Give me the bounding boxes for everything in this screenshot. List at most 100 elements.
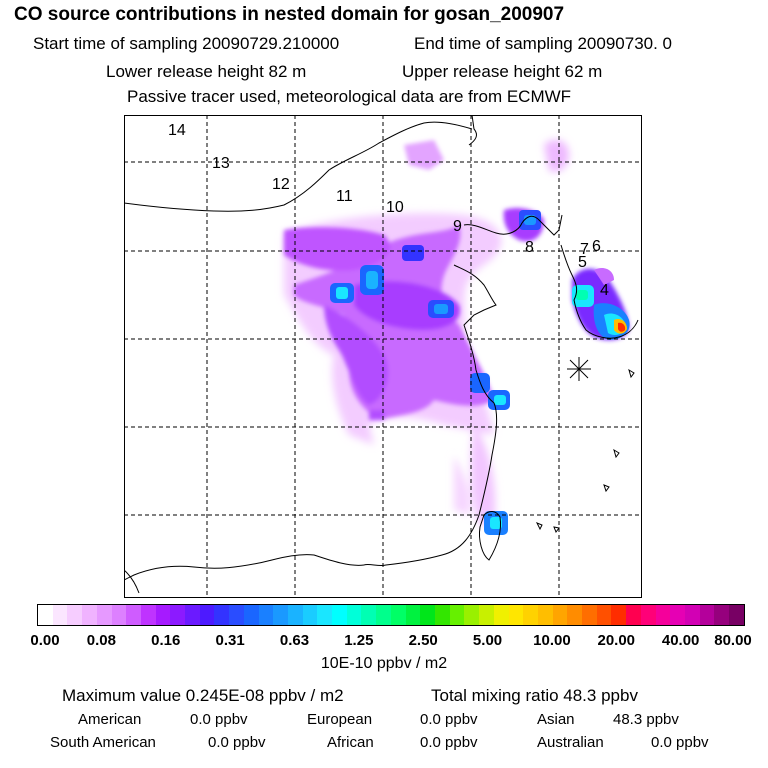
asian-value: 48.3 ppbv xyxy=(613,711,679,728)
south-american-label: South American xyxy=(50,734,156,751)
colorbar xyxy=(37,604,745,626)
page-title: CO source contributions in nested domain… xyxy=(14,4,565,25)
lat-lon-grid xyxy=(124,115,642,598)
colorbar-swatch xyxy=(229,605,244,625)
european-label: European xyxy=(307,711,373,728)
colorbar-swatch xyxy=(582,605,597,625)
colorbar-tick-label: 20.00 xyxy=(597,632,636,649)
colorbar-swatch xyxy=(699,605,715,625)
colorbar-swatch xyxy=(258,605,274,625)
colorbar-swatch xyxy=(390,605,406,625)
colorbar-swatch xyxy=(126,605,141,625)
coastlines xyxy=(124,115,639,594)
upper-height-text: Upper release height 62 m xyxy=(402,62,603,81)
colorbar-swatch xyxy=(346,605,362,625)
colorbar-swatch xyxy=(82,605,97,625)
asterisk-icon xyxy=(567,357,591,381)
lower-height-text: Lower release height 82 m xyxy=(106,62,307,81)
colorbar-swatch xyxy=(38,605,53,625)
australian-label: Australian xyxy=(537,734,604,751)
tracer-note-text: Passive tracer used, meteorological data… xyxy=(127,87,572,106)
traj-label: 9 xyxy=(453,218,462,235)
traj-label: 14 xyxy=(168,122,186,139)
colorbar-swatch xyxy=(626,605,641,625)
colorbar-swatch xyxy=(493,605,509,625)
american-value: 0.0 ppbv xyxy=(190,711,248,728)
colorbar-swatch xyxy=(67,605,83,625)
colorbar-swatch xyxy=(376,605,391,625)
total-mixing-text: Total mixing ratio 48.3 ppbv xyxy=(431,686,638,705)
traj-label: 12 xyxy=(272,176,290,193)
african-value: 0.0 ppbv xyxy=(420,734,478,751)
colorbar-swatch xyxy=(420,605,435,625)
colorbar-swatch xyxy=(243,605,259,625)
trajectory-labels: 14 13 12 11 10 9 8 7 6 5 4 xyxy=(168,122,609,299)
traj-label: 13 xyxy=(212,155,230,172)
colorbar-swatch xyxy=(479,605,494,625)
traj-label: 6 xyxy=(592,238,601,255)
hot-spots xyxy=(330,210,541,535)
colorbar-swatch xyxy=(199,605,215,625)
colorbar-swatch xyxy=(684,605,700,625)
colorbar-tick-label: 0.00 xyxy=(30,632,60,649)
south-american-value: 0.0 ppbv xyxy=(208,734,266,751)
colorbar-tick-label: 40.00 xyxy=(661,632,700,649)
traj-label: 4 xyxy=(600,282,609,299)
max-value-text: Maximum value 0.245E-08 ppbv / m2 xyxy=(62,686,344,705)
colorbar-swatch xyxy=(523,605,538,625)
korea-plume xyxy=(572,268,630,341)
traj-label: 10 xyxy=(386,199,404,216)
colorbar-swatch xyxy=(170,605,186,625)
map-svg: 14 13 12 11 10 9 8 7 6 5 4 xyxy=(124,115,642,598)
colorbar-swatch xyxy=(434,605,450,625)
traj-label: 8 xyxy=(525,239,534,256)
colorbar-swatch xyxy=(552,605,568,625)
colorbar-swatch xyxy=(729,605,744,625)
american-label: American xyxy=(78,711,142,728)
colorbar-swatch xyxy=(596,605,612,625)
colorbar-swatch xyxy=(640,605,656,625)
end-time-text: End time of sampling 20090730. 0 xyxy=(414,34,673,53)
colorbar-swatch xyxy=(317,605,333,625)
colorbar-swatch xyxy=(140,605,156,625)
colorbar-tick-label: 0.63 xyxy=(279,632,310,649)
colorbar-swatch xyxy=(155,605,171,625)
colorbar-swatch xyxy=(287,605,303,625)
start-time-text: Start time of sampling 20090729.210000 xyxy=(33,34,340,53)
colorbar-swatch xyxy=(508,605,524,625)
colorbar-tick-label: 0.16 xyxy=(151,632,181,649)
colorbar-units: 10E-10 ppbv / m2 xyxy=(320,655,448,672)
colorbar-tick-label: 1.25 xyxy=(344,632,374,649)
map-frame xyxy=(124,115,642,598)
colorbar-swatch xyxy=(714,605,730,625)
colorbar-swatch xyxy=(405,605,421,625)
colorbar-swatch xyxy=(537,605,553,625)
colorbar-swatch xyxy=(361,605,377,625)
european-value: 0.0 ppbv xyxy=(420,711,478,728)
colorbar-swatch xyxy=(567,605,583,625)
colorbar-swatch xyxy=(670,605,685,625)
colorbar-tick-label: 0.08 xyxy=(86,632,116,649)
colorbar-swatch xyxy=(96,605,112,625)
colorbar-tick-label: 0.31 xyxy=(215,632,245,649)
colorbar-swatch xyxy=(273,605,288,625)
asian-label: Asian xyxy=(537,711,575,728)
colorbar-swatch xyxy=(302,605,318,625)
colorbar-tick-label: 80.00 xyxy=(714,632,752,649)
african-label: African xyxy=(327,734,374,751)
colorbar-swatch xyxy=(332,605,347,625)
colorbar-swatch xyxy=(214,605,230,625)
colorbar-tick-label: 5.00 xyxy=(472,632,503,649)
colorbar-swatch xyxy=(185,605,200,625)
australian-value: 0.0 ppbv xyxy=(651,734,709,751)
colorbar-swatch xyxy=(611,605,627,625)
colorbar-swatch xyxy=(655,605,671,625)
colorbar-swatch xyxy=(449,605,465,625)
colorbar-tick-label: 2.50 xyxy=(408,632,438,649)
traj-label: 11 xyxy=(336,188,353,205)
traj-label: 5 xyxy=(578,254,587,271)
colorbar-tick-label: 10.00 xyxy=(533,632,571,649)
traj-label: 7 xyxy=(580,241,589,258)
colorbar-swatch xyxy=(52,605,68,625)
colorbar-swatch xyxy=(464,605,480,625)
